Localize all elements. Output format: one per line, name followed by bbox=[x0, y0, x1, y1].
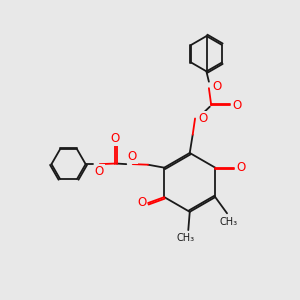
Text: O: O bbox=[95, 165, 104, 178]
Text: CH₃: CH₃ bbox=[176, 233, 194, 243]
Text: O: O bbox=[110, 132, 120, 145]
Text: O: O bbox=[128, 150, 137, 163]
Text: O: O bbox=[236, 161, 245, 174]
Text: O: O bbox=[232, 99, 242, 112]
Text: O: O bbox=[198, 112, 208, 125]
Text: O: O bbox=[137, 196, 146, 209]
Text: CH₃: CH₃ bbox=[219, 217, 238, 226]
Text: O: O bbox=[212, 80, 221, 93]
